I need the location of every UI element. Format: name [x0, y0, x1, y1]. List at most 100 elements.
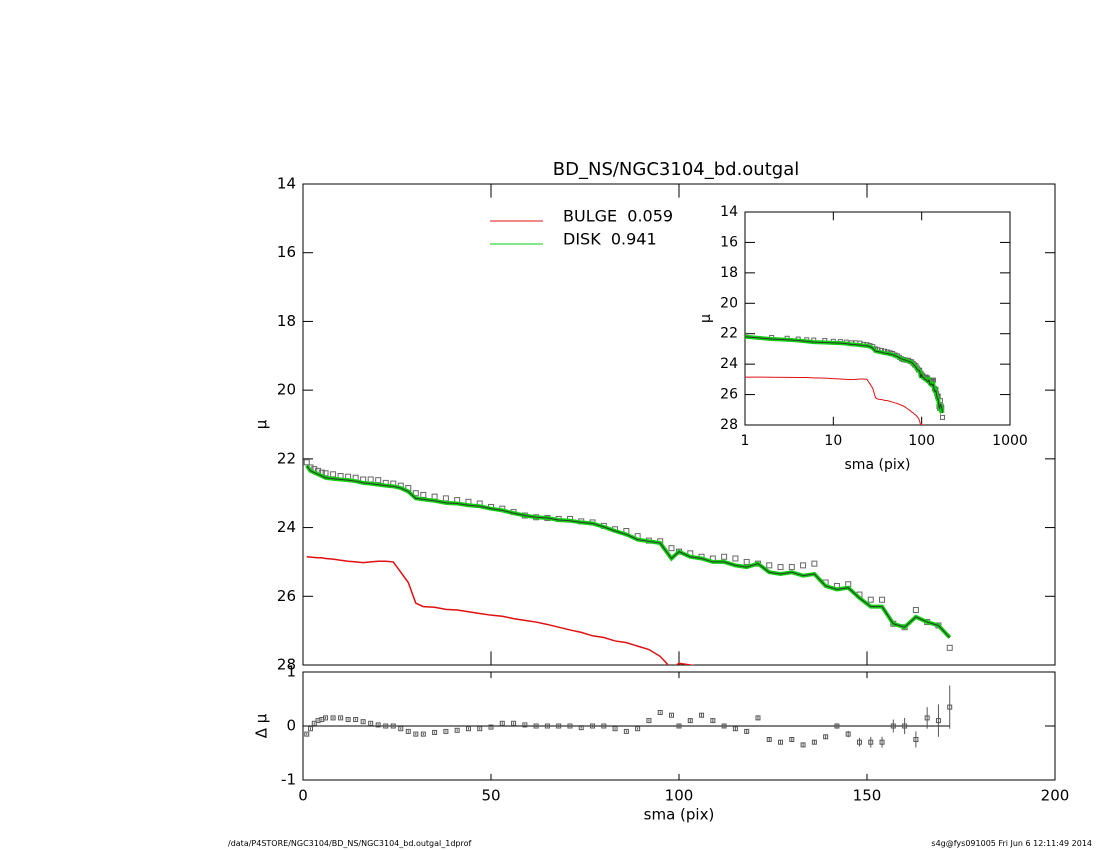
plot-frame	[744, 211, 1011, 426]
residual-point	[578, 725, 584, 731]
data-point	[732, 555, 739, 562]
residual-point	[811, 739, 817, 745]
residual-point	[567, 723, 573, 729]
y-tick-label: -1	[281, 771, 296, 789]
data-point	[303, 459, 310, 466]
residual-point	[668, 712, 674, 718]
residual-point	[413, 731, 419, 737]
residual-point	[845, 731, 851, 737]
x-tick-label: 10	[824, 433, 842, 449]
residual-point	[755, 715, 761, 721]
residual-point	[935, 718, 941, 724]
residual-point	[778, 739, 784, 745]
data-point	[431, 493, 438, 500]
y-tick-label: 24	[720, 356, 738, 372]
model-line	[306, 465, 951, 638]
residual-point	[879, 739, 885, 745]
residual-point	[676, 723, 682, 729]
residual-point	[465, 726, 471, 732]
data-point	[912, 607, 919, 614]
residual-point	[590, 723, 596, 729]
y-axis-label: μ	[698, 314, 714, 323]
residual-point	[947, 704, 953, 710]
residual-point	[913, 737, 919, 742]
plot-area	[303, 459, 953, 665]
y-tick-label: 18	[720, 265, 738, 281]
x-tick-label: 1	[741, 433, 750, 449]
x-tick-label: 100	[908, 433, 935, 449]
footer-right: s4g@fys091005 Fri Jun 6 12:11:49 2014	[931, 839, 1092, 848]
residual-point	[511, 720, 517, 726]
residual-point	[687, 718, 693, 724]
residual-point	[304, 731, 310, 737]
residual-point	[488, 724, 494, 730]
residual-point	[308, 726, 314, 732]
residual-point	[646, 718, 652, 724]
y-tick-label: 28	[277, 656, 296, 674]
residual-point	[834, 723, 840, 729]
model-line	[745, 334, 945, 415]
data-point	[939, 414, 945, 420]
residual-point	[477, 726, 483, 732]
residual-point	[699, 712, 705, 718]
data-point	[777, 564, 784, 571]
residual-point	[710, 718, 716, 724]
data-point	[367, 476, 374, 483]
y-tick-label: 16	[720, 234, 738, 250]
residual-point	[420, 731, 426, 737]
footer-left: /data/P4STORE/NGC3104/BD_NS/NGC3104_bd.o…	[228, 839, 472, 848]
data-point	[743, 558, 750, 565]
residual-point	[533, 723, 539, 729]
data-point	[946, 644, 953, 651]
data-point	[879, 596, 886, 603]
residual-point	[360, 719, 366, 725]
y-tick-label: 20	[277, 381, 296, 399]
y-tick-label: 20	[720, 295, 738, 311]
y-tick-label: 16	[277, 243, 296, 261]
residual-point	[454, 727, 460, 733]
y-tick-label: 22	[720, 326, 738, 342]
residual-point	[890, 723, 896, 729]
residual-point	[657, 710, 663, 715]
residual-point	[732, 726, 738, 732]
x-tick-label: 50	[481, 787, 500, 805]
data-point	[330, 471, 337, 478]
residual-point	[375, 722, 381, 728]
residual-point	[390, 723, 396, 729]
data-point	[442, 495, 449, 502]
y-tick-label: 18	[277, 312, 296, 330]
data-point	[721, 553, 728, 560]
residual-point	[823, 734, 829, 740]
residual-point	[544, 723, 550, 729]
y-tick-label: 0	[286, 717, 296, 735]
residual-point	[766, 737, 772, 742]
residual-point	[744, 728, 750, 734]
data-point	[375, 477, 382, 484]
data-point	[668, 545, 675, 552]
y-tick-label: 28	[720, 417, 738, 433]
data-point	[766, 562, 773, 569]
y-tick-label: 14	[277, 175, 296, 193]
data-point	[420, 491, 427, 498]
residual-point	[522, 722, 528, 728]
y-tick-label: 1	[286, 663, 296, 681]
residual-point	[924, 715, 930, 721]
model-line	[305, 464, 952, 639]
residual-point	[601, 723, 607, 729]
plot-area	[745, 332, 945, 425]
residual-point	[868, 739, 874, 745]
residual-point	[789, 737, 795, 742]
residual-point	[338, 715, 344, 721]
plot-area	[303, 685, 953, 748]
model-line	[306, 556, 696, 665]
residual-point	[612, 726, 618, 732]
residual-point	[323, 715, 329, 721]
y-tick-label: 22	[277, 449, 296, 467]
data-point	[867, 596, 874, 603]
data-point	[800, 562, 807, 569]
residual-point	[800, 742, 806, 748]
residual-point	[635, 726, 641, 732]
data-point	[811, 560, 818, 567]
y-axis-label: Δ μ	[253, 713, 271, 738]
